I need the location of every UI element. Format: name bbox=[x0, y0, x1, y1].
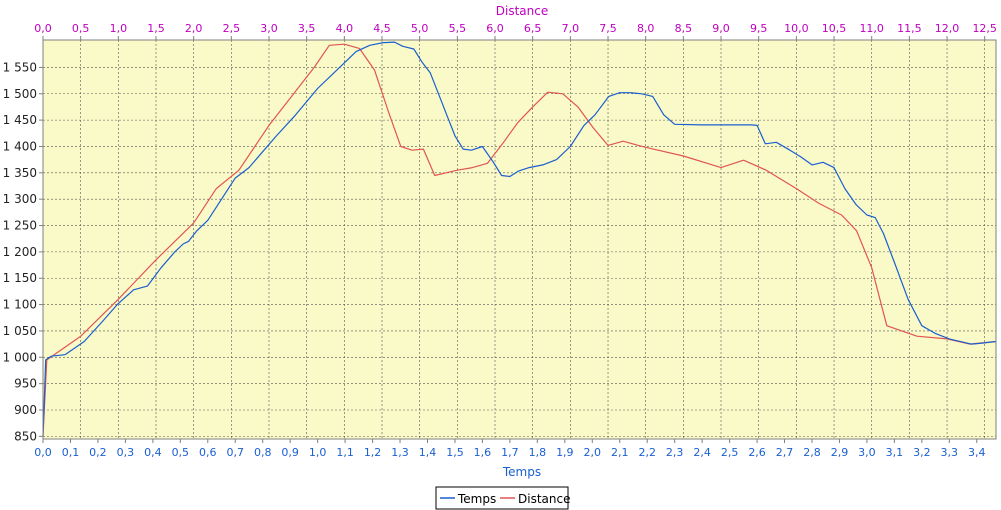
bottom-tick-label: 1,2 bbox=[364, 446, 382, 459]
y-tick-label: 950 bbox=[14, 377, 37, 391]
bottom-tick-label: 3,3 bbox=[941, 446, 959, 459]
top-tick-label: 12,5 bbox=[972, 22, 997, 35]
bottom-tick-label: 3,1 bbox=[886, 446, 904, 459]
top-tick-label: 1,5 bbox=[147, 22, 165, 35]
bottom-tick-label: 2,8 bbox=[803, 446, 821, 459]
legend-label-temps: Temps bbox=[457, 492, 496, 506]
top-tick-label: 0,5 bbox=[72, 22, 90, 35]
bottom-tick-label: 1,9 bbox=[556, 446, 574, 459]
bottom-tick-label: 0,7 bbox=[226, 446, 244, 459]
bottom-tick-label: 2,2 bbox=[638, 446, 656, 459]
top-tick-label: 8,0 bbox=[637, 22, 655, 35]
bottom-tick-label: 1,6 bbox=[474, 446, 492, 459]
top-tick-label: 3,5 bbox=[298, 22, 316, 35]
bottom-tick-label: 1,0 bbox=[309, 446, 327, 459]
y-tick-label: 1 050 bbox=[3, 324, 37, 338]
bottom-tick-label: 2,6 bbox=[748, 446, 766, 459]
series-line-distance bbox=[42, 43, 997, 437]
series-line-temps bbox=[42, 41, 997, 437]
bottom-tick-label: 0,0 bbox=[34, 446, 52, 459]
bottom-tick-label: 1,3 bbox=[391, 446, 409, 459]
legend: Temps Distance bbox=[435, 486, 570, 510]
plot-background bbox=[43, 40, 996, 439]
top-tick-label: 8,5 bbox=[675, 22, 693, 35]
bottom-tick-label: 3,0 bbox=[858, 446, 876, 459]
top-tick-label: 6,5 bbox=[524, 22, 542, 35]
bottom-tick-label: 0,4 bbox=[144, 446, 162, 459]
y-tick-label: 1 250 bbox=[3, 219, 37, 233]
y-tick-label: 1 000 bbox=[3, 350, 37, 364]
top-tick-label: 11,0 bbox=[859, 22, 884, 35]
top-tick-label: 2,0 bbox=[185, 22, 203, 35]
top-axis-title: Distance bbox=[496, 4, 548, 18]
bottom-tick-label: 0,6 bbox=[199, 446, 217, 459]
bottom-tick-label: 0,2 bbox=[89, 446, 107, 459]
bottom-tick-label: 0,1 bbox=[62, 446, 80, 459]
bottom-tick-label: 0,8 bbox=[254, 446, 272, 459]
top-tick-label: 2,5 bbox=[223, 22, 241, 35]
bottom-tick-label: 1,4 bbox=[419, 446, 437, 459]
top-tick-label: 5,5 bbox=[449, 22, 467, 35]
y-tick-label: 1 350 bbox=[3, 166, 37, 180]
bottom-tick-label: 1,7 bbox=[501, 446, 519, 459]
top-tick-label: 7,5 bbox=[599, 22, 617, 35]
bottom-tick-label: 2,5 bbox=[721, 446, 739, 459]
bottom-tick-label: 3,2 bbox=[913, 446, 931, 459]
bottom-tick-label: 2,0 bbox=[584, 446, 602, 459]
bottom-tick-label: 1,1 bbox=[336, 446, 354, 459]
top-tick-label: 0,0 bbox=[34, 22, 52, 35]
bottom-tick-label: 0,5 bbox=[172, 446, 190, 459]
bottom-tick-label: 2,7 bbox=[776, 446, 794, 459]
top-tick-label: 3,0 bbox=[260, 22, 278, 35]
bottom-tick-label: 0,9 bbox=[281, 446, 299, 459]
y-tick-label: 900 bbox=[14, 403, 37, 417]
bottom-axis-title: Temps bbox=[502, 465, 541, 479]
y-tick-label: 1 100 bbox=[3, 298, 37, 312]
top-tick-label: 11,5 bbox=[897, 22, 922, 35]
top-tick-label: 10,5 bbox=[822, 22, 847, 35]
y-tick-label: 1 450 bbox=[3, 113, 37, 127]
top-tick-label: 6,0 bbox=[486, 22, 504, 35]
bottom-tick-label: 2,4 bbox=[693, 446, 711, 459]
axes: 850 900 950 1 000 1 050 1 100 1 150 1 200 1 250 1… bbox=[3, 22, 997, 459]
bottom-tick-label: 1,8 bbox=[529, 446, 547, 459]
y-tick-label: 1 400 bbox=[3, 139, 37, 153]
bottom-tick-label: 2,1 bbox=[611, 446, 629, 459]
top-tick-label: 4,5 bbox=[373, 22, 391, 35]
y-tick-label: 1 150 bbox=[3, 271, 37, 285]
y-tick-label: 850 bbox=[14, 429, 37, 443]
top-tick-label: 12,0 bbox=[935, 22, 960, 35]
bottom-tick-label: 2,9 bbox=[831, 446, 849, 459]
y-tick-label: 1 200 bbox=[3, 245, 37, 259]
y-tick-label: 1 300 bbox=[3, 192, 37, 206]
top-tick-label: 1,0 bbox=[110, 22, 128, 35]
top-tick-label: 7,0 bbox=[562, 22, 580, 35]
plot-border bbox=[42, 39, 997, 440]
top-tick-label: 10,0 bbox=[784, 22, 809, 35]
bottom-tick-label: 2,3 bbox=[666, 446, 684, 459]
y-tick-label: 1 550 bbox=[3, 60, 37, 74]
legend-label-distance: Distance bbox=[518, 492, 570, 506]
top-tick-label: 5,0 bbox=[411, 22, 429, 35]
bottom-tick-label: 3,4 bbox=[968, 446, 986, 459]
top-tick-label: 4,0 bbox=[336, 22, 354, 35]
top-tick-label: 9,0 bbox=[712, 22, 730, 35]
y-tick-label: 1 500 bbox=[3, 87, 37, 101]
top-tick-label: 9,5 bbox=[750, 22, 768, 35]
bottom-tick-label: 0,3 bbox=[117, 446, 135, 459]
bottom-tick-label: 1,5 bbox=[446, 446, 464, 459]
series-layer bbox=[42, 41, 997, 437]
